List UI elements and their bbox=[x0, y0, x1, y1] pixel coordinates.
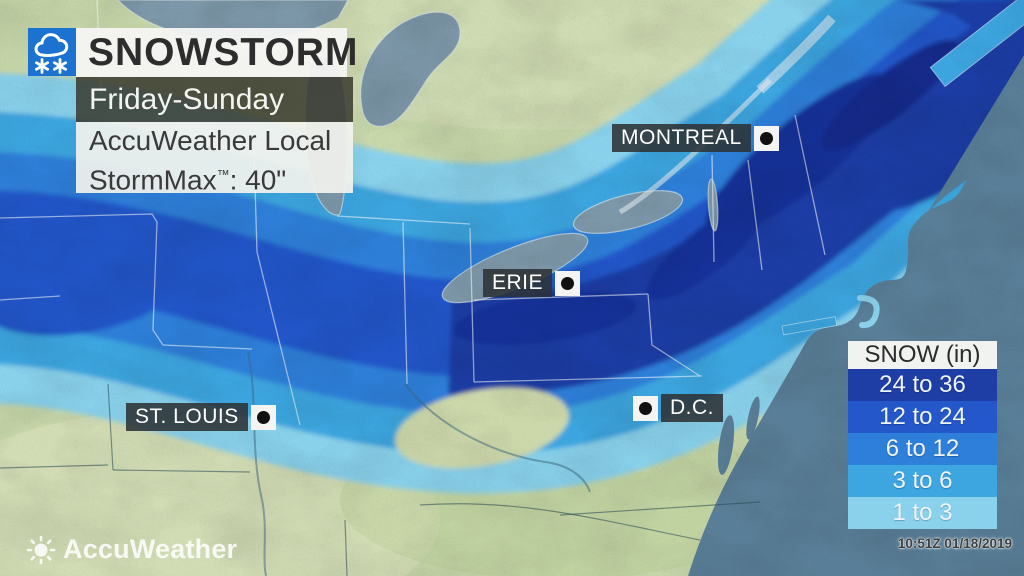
trademark-symbol: ™ bbox=[216, 167, 230, 182]
sun-icon bbox=[26, 535, 56, 564]
city-name: D.C. bbox=[661, 394, 723, 422]
legend-row-3-6: 3 to 6 bbox=[848, 465, 997, 497]
page-title: SNOWSTORM bbox=[76, 28, 357, 77]
stormmax-callout: AccuWeather Local StormMax™: 40" bbox=[76, 122, 353, 196]
snowflake-icon bbox=[52, 58, 67, 74]
legend-row-6-12: 6 to 12 bbox=[848, 433, 997, 465]
city-marker-dot bbox=[633, 395, 658, 421]
stormmax-line1: AccuWeather Local bbox=[89, 125, 332, 156]
snowstorm-cloud-snowflakes-icon bbox=[28, 28, 76, 76]
legend-row-12-24: 12 to 24 bbox=[848, 401, 997, 433]
city-label-montreal: MONTREAL bbox=[612, 124, 779, 152]
city-name: ST. LOUIS bbox=[126, 403, 248, 431]
city-name: ERIE bbox=[483, 269, 553, 297]
city-label-dc: D.C. bbox=[633, 394, 723, 422]
city-marker-dot bbox=[555, 270, 581, 296]
stormmax-brand: StormMax bbox=[89, 164, 217, 196]
brand-name: AccuWeather bbox=[63, 534, 238, 564]
city-marker-dot bbox=[250, 404, 276, 430]
snow-legend: SNOW (in) 24 to 36 12 to 24 6 to 12 3 to… bbox=[848, 341, 997, 529]
legend-row-24-36: 24 to 36 bbox=[848, 369, 997, 401]
city-name: MONTREAL bbox=[612, 124, 751, 152]
issue-timestamp: 10:51Z 01/18/2019 bbox=[897, 536, 1012, 551]
snowflake-icon bbox=[34, 58, 50, 74]
city-marker-dot bbox=[753, 125, 779, 151]
accuweather-brand: AccuWeather bbox=[26, 534, 237, 565]
snowstorm-icon-art bbox=[34, 33, 69, 74]
legend-title: SNOW (in) bbox=[848, 341, 997, 369]
storm-date-range: Friday-Sunday bbox=[76, 77, 353, 122]
city-label-erie: ERIE bbox=[483, 269, 581, 297]
city-label-st-louis: ST. LOUIS bbox=[126, 403, 276, 431]
stormmax-value: : 40" bbox=[229, 164, 287, 196]
legend-row-1-3: 1 to 3 bbox=[848, 497, 997, 529]
